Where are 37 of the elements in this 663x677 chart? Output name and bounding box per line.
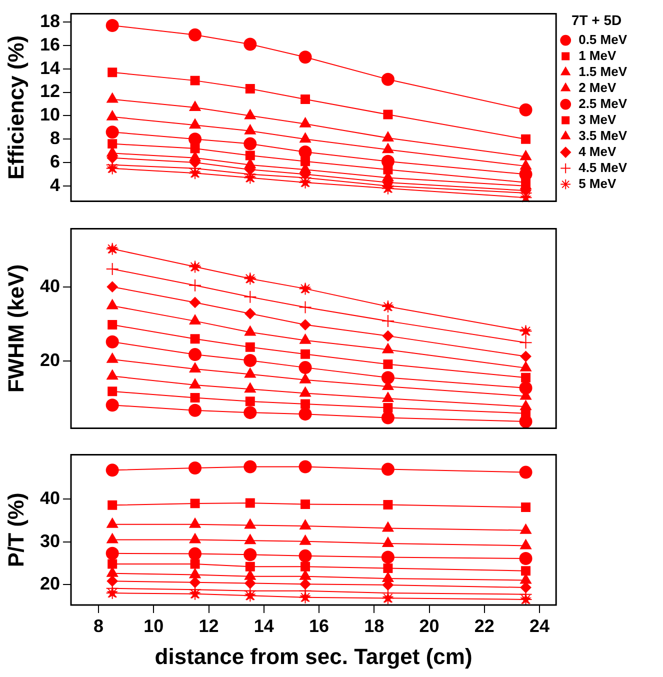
legend-label: 4 MeV <box>578 144 616 159</box>
legend-label: 0.5 MeV <box>578 32 628 47</box>
x-tick-label: 10 <box>144 616 164 636</box>
y-axis-title: Efficiency (%) <box>3 35 28 180</box>
x-tick-label: 8 <box>94 616 104 636</box>
y-tick-label: 20 <box>40 573 60 594</box>
x-tick-label: 14 <box>254 616 274 636</box>
legend-title: 7T + 5D <box>571 12 622 28</box>
legend-label: 2 MeV <box>578 80 616 95</box>
y-tick-label: 10 <box>40 104 60 125</box>
y-tick-label: 12 <box>40 81 60 102</box>
x-tick-label: 22 <box>474 616 494 636</box>
y-tick-label: 20 <box>40 350 60 370</box>
y-tick-label: 14 <box>40 58 60 78</box>
x-tick-label: 20 <box>419 616 440 636</box>
legend-label: 5 MeV <box>578 176 616 191</box>
legend-label: 3.5 MeV <box>578 128 628 143</box>
x-axis-title: distance from sec. Target (cm) <box>154 644 472 669</box>
y-tick-label: 8 <box>50 128 60 148</box>
y-tick-label: 30 <box>40 530 60 551</box>
y-tick-label: 40 <box>40 488 60 508</box>
x-tick-label: 24 <box>530 616 550 636</box>
y-tick-label: 4 <box>50 174 60 195</box>
x-tick-label: 18 <box>364 616 384 636</box>
y-axis-title: P/T (%) <box>3 492 28 568</box>
x-tick-label: 12 <box>198 616 219 636</box>
legend-label: 2.5 MeV <box>578 96 628 111</box>
legend-label: 3 MeV <box>578 112 616 127</box>
legend-label: 1 MeV <box>578 48 616 63</box>
y-tick-label: 18 <box>40 10 60 31</box>
y-axis-title: FWHM (keV) <box>3 264 28 393</box>
legend-label: 4.5 MeV <box>578 160 628 175</box>
y-tick-label: 16 <box>40 34 60 54</box>
y-tick-label: 40 <box>40 276 60 296</box>
y-tick-label: 6 <box>50 152 60 172</box>
legend-label: 1.5 MeV <box>578 64 628 79</box>
x-tick-label: 16 <box>309 616 330 636</box>
